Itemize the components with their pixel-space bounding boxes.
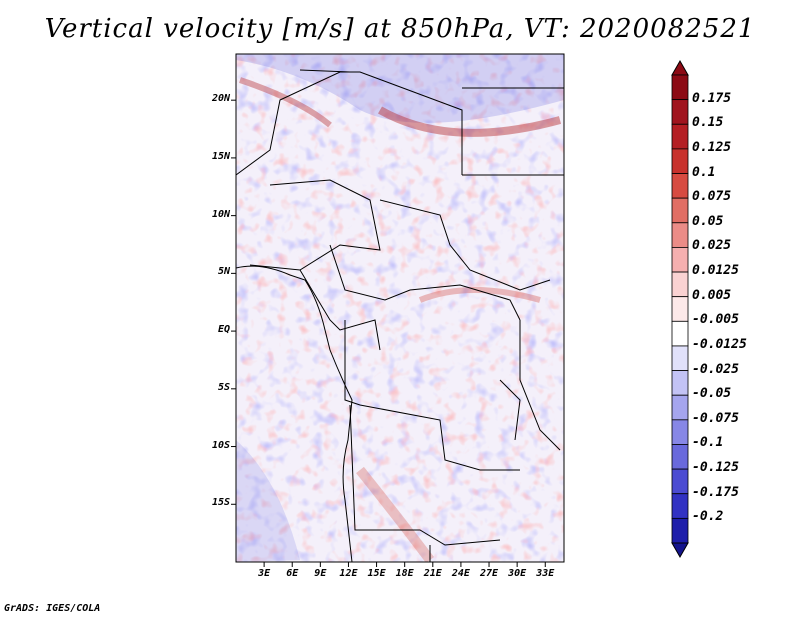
colorbar-swatch [671,197,689,224]
colorbar-swatch [671,173,689,199]
colorbar-level-label: -0.075 [692,410,739,426]
lon-tick-label: 6E [286,568,299,579]
lon-tick-label: 9E [314,568,327,579]
lon-tick-label: 18E [395,568,414,579]
colorbar-level-label: 0.175 [692,90,732,106]
colorbar-level-label: -0.1 [692,435,724,451]
lon-tick-label: 24E [451,568,470,579]
colorbar-level-label: 0.15 [692,115,724,131]
colorbar-swatch [671,419,689,445]
lon-tick-label: 27E [479,568,499,579]
colorbar-level-label: 0.125 [692,139,732,155]
map-frame [235,53,565,563]
colorbar-level-label: 0.1 [692,164,716,180]
coastline [235,265,353,563]
colorbar-level-label: -0.0125 [692,336,747,352]
colorbar-swatch [671,468,689,495]
lon-tick-label: 21E [423,568,442,579]
colorbar-level-label: -0.175 [692,484,739,500]
lat-tick-label: 15N [211,150,230,162]
lon-tick-label: 33E [536,568,555,579]
colorbar-level-label: -0.005 [692,312,739,328]
colorbar-swatch [671,74,689,101]
map-title: Vertical velocity [m/s] at 850hPa, VT: 2… [44,14,756,44]
lat-tick-label: 10S [211,439,230,451]
colorbar-bottom-arrow [671,542,689,559]
colorbar-swatch [671,271,689,298]
lat-tick-label: 20N [211,93,230,105]
lat-tick-label: 5N [217,266,230,278]
lat-tick-label: 10N [211,208,230,220]
colorbar-level-label: -0.025 [692,361,739,377]
colorbar-level-label: -0.05 [692,386,732,402]
colorbar-swatch [671,222,689,248]
colorbar-swatch [671,370,689,396]
lon-tick-label: 3E [258,568,271,579]
colorbar-level-label: 0.05 [692,213,724,229]
colorbar-swatch [671,517,689,544]
colorbar-level-label: -0.2 [692,509,724,525]
colorbar-level-label: 0.075 [692,189,732,205]
colorbar-swatch [671,493,689,519]
grads-credit: GrADS: IGES/COLA [4,603,101,614]
colorbar-swatch [671,394,689,421]
lon-tick-label: 15E [367,568,386,579]
lon-ticks [263,562,546,567]
colorbar-swatch [671,247,689,273]
colorbar-swatch [671,99,689,125]
colorbar-swatch [671,296,689,322]
lon-tick-label: 12E [339,568,358,579]
colorbar-level-label: 0.025 [692,238,732,254]
colorbar-swatch [671,444,689,470]
colorbar-level-label: 0.005 [692,287,732,303]
velocity-field [236,54,564,562]
country-borders [236,69,564,562]
colorbar-level-label: -0.125 [692,460,739,476]
lat-ticks [231,99,236,505]
lon-tick-label: 30E [508,568,527,579]
colorbar-level-label: 0.0125 [692,263,739,279]
colorbar-swatch [671,345,689,371]
colorbar-top-arrow [671,59,689,76]
colorbar-swatch [671,123,689,150]
colorbar-swatch [671,320,689,347]
lat-tick-label: 5S [217,381,230,393]
lat-tick-label: EQ [217,324,230,336]
colorbar-swatch [671,148,689,174]
lat-tick-label: 15S [211,497,230,509]
